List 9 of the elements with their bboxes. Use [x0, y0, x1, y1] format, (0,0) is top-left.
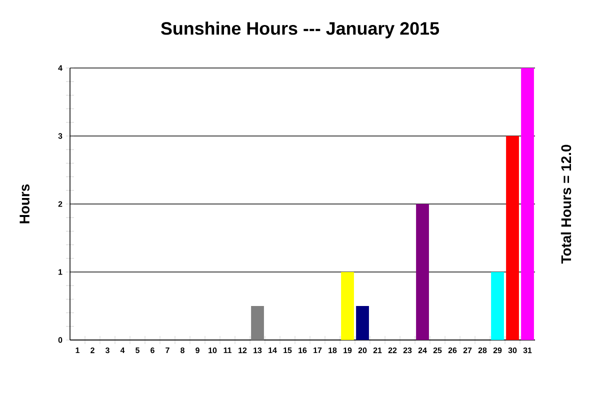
chart-title: Sunshine Hours --- January 2015 — [161, 22, 440, 38]
bar — [506, 136, 519, 340]
bar — [356, 306, 369, 340]
bar — [521, 68, 534, 340]
bar — [416, 204, 429, 340]
bar — [341, 272, 354, 340]
text: Total Hours = 12.0 — [560, 144, 572, 264]
y-axis-title: Hours — [20, 184, 30, 224]
bar — [491, 272, 504, 340]
